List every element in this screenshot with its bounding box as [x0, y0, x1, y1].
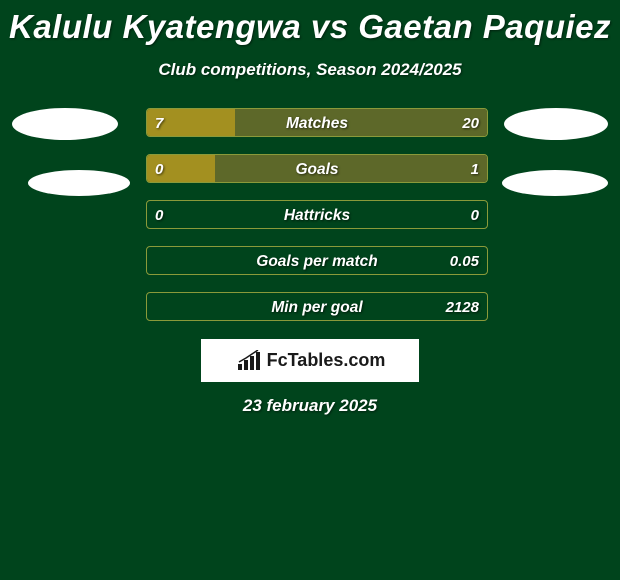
- stat-value-right: 1: [471, 155, 479, 183]
- avatar: [12, 108, 118, 140]
- stat-bar: 7Matches20: [146, 108, 488, 137]
- logo-box: FcTables.com: [201, 339, 419, 382]
- bar-chart-icon: [235, 350, 265, 372]
- stat-value-right: 2128: [446, 293, 479, 321]
- comparison-infographic: Kalulu Kyatengwa vs Gaetan Paquiez Club …: [0, 0, 620, 580]
- stat-label: Min per goal: [147, 293, 487, 321]
- content-row: 7Matches200Goals10Hattricks0Goals per ma…: [0, 108, 620, 321]
- stat-label: Matches: [147, 109, 487, 137]
- stat-label: Goals per match: [147, 247, 487, 275]
- avatar: [504, 108, 608, 140]
- stat-value-right: 0.05: [450, 247, 479, 275]
- stat-bar: Goals per match0.05: [146, 246, 488, 275]
- stat-bar: 0Goals1: [146, 154, 488, 183]
- stat-value-right: 20: [462, 109, 479, 137]
- stat-bar: 0Hattricks0: [146, 200, 488, 229]
- stat-label: Goals: [147, 155, 487, 183]
- logo-text: FcTables.com: [267, 350, 386, 371]
- stat-value-right: 0: [471, 201, 479, 229]
- avatar: [28, 170, 130, 196]
- stats-block: 7Matches200Goals10Hattricks0Goals per ma…: [146, 108, 488, 321]
- avatar: [502, 170, 608, 196]
- subtitle: Club competitions, Season 2024/2025: [0, 60, 620, 80]
- stat-label: Hattricks: [147, 201, 487, 229]
- date-label: 23 february 2025: [0, 396, 620, 416]
- page-title: Kalulu Kyatengwa vs Gaetan Paquiez: [0, 0, 620, 46]
- stat-bar: Min per goal2128: [146, 292, 488, 321]
- right-avatars: [504, 108, 608, 196]
- left-avatars: [12, 108, 130, 196]
